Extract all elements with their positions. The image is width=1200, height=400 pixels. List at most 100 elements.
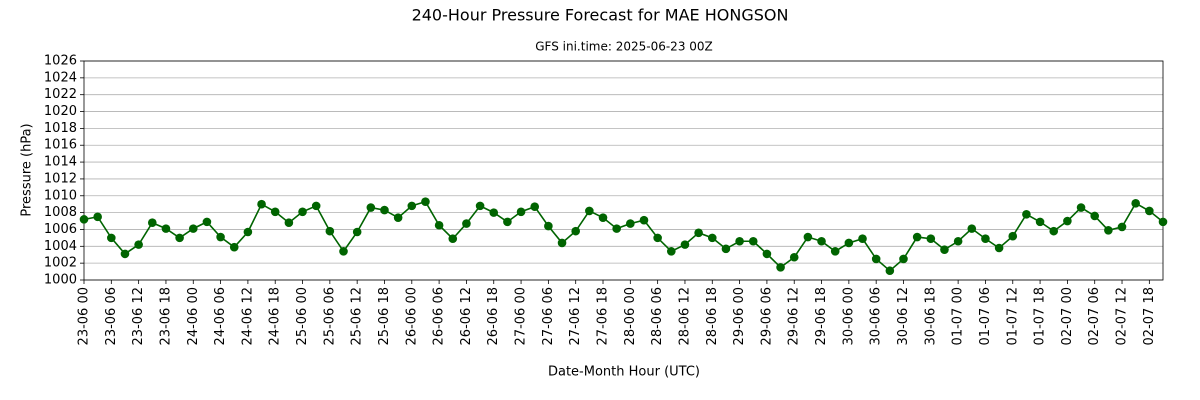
y-tick-label: 1008 (44, 205, 77, 220)
x-tick-label: 23-06 18 (158, 287, 173, 345)
point (748, 236, 758, 246)
x-tick-label: 02-07 12 (1115, 287, 1130, 345)
point (503, 217, 512, 227)
x-tick-label: 25-06 00 (295, 287, 310, 345)
point (707, 233, 717, 243)
x-tick-label: 27-06 00 (514, 287, 529, 345)
point (626, 219, 635, 228)
point (147, 218, 157, 228)
point (380, 205, 389, 215)
point (981, 234, 990, 244)
y-axis-label: Pressure (hPa) (20, 123, 35, 216)
point (598, 213, 608, 222)
point (229, 242, 239, 252)
x-tick-label: 26-06 18 (486, 287, 501, 345)
x-tick-label: 24-06 06 (213, 287, 228, 345)
point (953, 236, 963, 246)
x-tick-label: 29-06 00 (732, 287, 747, 345)
point (1008, 231, 1018, 241)
point (161, 224, 171, 233)
x-tick-label: 29-06 06 (759, 287, 774, 345)
x-tick-label: 24-06 00 (186, 287, 201, 345)
x-tick-label: 30-06 06 (869, 287, 884, 345)
point (994, 243, 1004, 253)
x-tick-label: 28-06 12 (677, 287, 692, 345)
point (1117, 222, 1127, 232)
point (434, 220, 444, 230)
x-tick-label: 01-07 06 (978, 287, 993, 345)
point (667, 247, 676, 256)
point (735, 236, 744, 246)
point (530, 202, 540, 212)
point (243, 227, 253, 237)
x-tick-label: 23-06 00 (77, 287, 92, 345)
x-tick-label: 28-06 06 (650, 287, 665, 345)
x-tick-label: 29-06 18 (814, 287, 829, 345)
y-tick-label: 1006 (44, 222, 77, 237)
point (79, 215, 89, 224)
point (817, 236, 826, 246)
point (284, 218, 294, 228)
x-tick-label: 02-07 00 (1060, 287, 1075, 345)
y-tick-label: 1000 (44, 273, 77, 288)
point (639, 215, 649, 225)
x-tick-label: 24-06 18 (268, 287, 283, 345)
y-tick-label: 1026 (44, 54, 77, 69)
chart-title: 240-Hour Pressure Forecast for MAE HONGS… (412, 6, 789, 25)
y-tick-label: 1002 (44, 256, 77, 271)
point (489, 208, 499, 217)
y-tick-label: 1012 (44, 171, 77, 186)
plot-frame (83, 60, 1164, 281)
point (216, 232, 225, 242)
point (680, 240, 690, 249)
point (612, 224, 621, 233)
point (1076, 203, 1086, 212)
x-tick-label: 26-06 06 (432, 287, 447, 345)
point (762, 249, 772, 259)
point (325, 226, 335, 236)
y-tick-label: 1014 (44, 155, 77, 170)
point (1131, 199, 1140, 208)
x-tick-label: 30-06 00 (841, 287, 856, 345)
x-tick-label: 25-06 12 (350, 287, 365, 345)
point (462, 219, 471, 228)
line (83, 200, 1164, 272)
x-tick-label: 24-06 12 (240, 287, 255, 345)
x-tick-label: 02-07 06 (1087, 287, 1102, 345)
point (1063, 216, 1072, 226)
x-tick-label: 29-06 12 (787, 287, 802, 345)
point (188, 224, 198, 233)
point (830, 247, 840, 256)
point (134, 240, 143, 249)
point (557, 238, 567, 248)
y-tick-label: 1004 (44, 239, 77, 254)
point (571, 226, 580, 236)
x-tick-label: 26-06 00 (404, 287, 419, 345)
x-tick-label: 26-06 12 (459, 287, 474, 345)
point (93, 212, 102, 222)
y-tick-label: 1020 (44, 104, 77, 119)
point (257, 199, 266, 209)
y-tick-label: 1010 (44, 188, 77, 203)
x-axis-label: Date-Month Hour (UTC) (548, 365, 700, 380)
point (393, 213, 403, 222)
x-tick-label: 25-06 18 (377, 287, 392, 345)
point (694, 228, 703, 238)
point (1049, 226, 1059, 236)
point (1158, 217, 1168, 227)
point (803, 232, 813, 242)
x-tick-label: 23-06 12 (131, 287, 146, 345)
point (653, 233, 662, 243)
point (1145, 206, 1154, 216)
point (1035, 217, 1045, 227)
y-tick-label: 1024 (44, 70, 77, 85)
point (407, 201, 417, 211)
x-tick-label: 27-06 18 (596, 287, 611, 345)
point (885, 266, 895, 276)
point (175, 233, 184, 243)
point (339, 247, 348, 256)
point (967, 224, 977, 233)
x-tick-label: 30-06 12 (896, 287, 911, 345)
point (776, 263, 785, 272)
